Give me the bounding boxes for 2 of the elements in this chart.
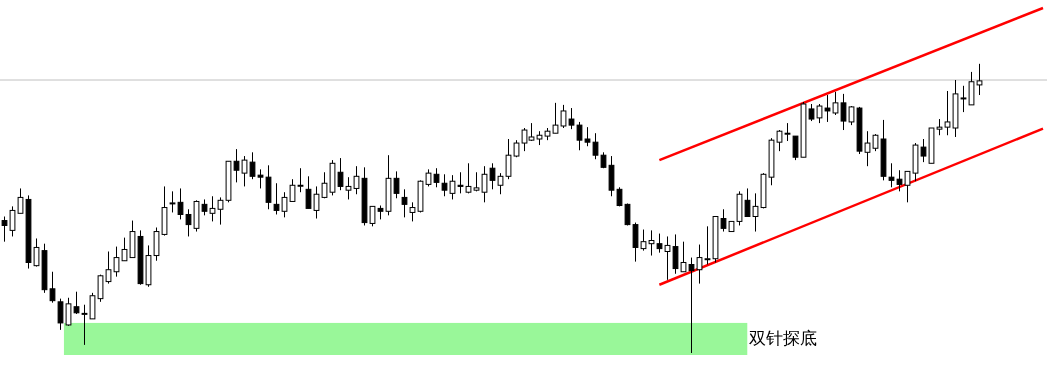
candlestick [401,188,408,218]
band-label: 双针探底 [749,327,818,348]
